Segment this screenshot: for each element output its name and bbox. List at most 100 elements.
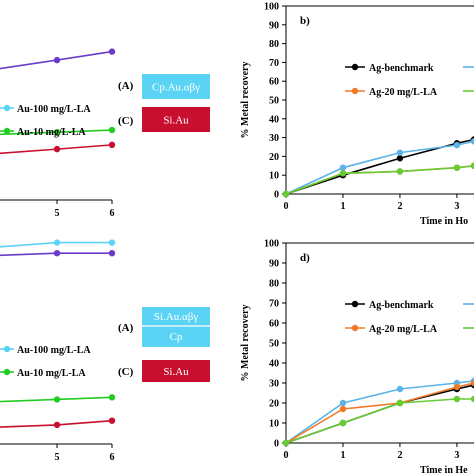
legend-marker xyxy=(3,127,11,135)
legend-marker xyxy=(3,368,11,376)
y-axis-label: % Metal recovery xyxy=(240,305,251,382)
x-tick-label: 0 xyxy=(284,201,289,212)
y-tick-label: 60 xyxy=(269,77,279,88)
y-tick-label: 30 xyxy=(269,379,279,390)
data-point xyxy=(53,396,61,403)
data-point xyxy=(53,56,61,64)
data-point xyxy=(282,439,290,447)
series-line-3 xyxy=(285,165,474,195)
x-tick-label: 0 xyxy=(284,450,289,461)
legend-box xyxy=(142,107,210,132)
y-tick-label: 70 xyxy=(269,299,279,310)
y-tick-label: 100 xyxy=(264,239,279,250)
y-tick-label: 80 xyxy=(269,39,279,50)
data-point xyxy=(453,141,461,149)
x-tick-label: 6 xyxy=(110,452,115,463)
data-point xyxy=(339,405,347,413)
legend-label: Ag-benchmark xyxy=(369,63,434,74)
y-tick-label: 80 xyxy=(269,279,279,290)
data-point xyxy=(339,419,347,427)
legend-box xyxy=(142,74,210,99)
x-tick-label: 1 xyxy=(340,450,345,461)
legend-marker xyxy=(351,300,359,308)
panel-a: 5 6 Au-100 mg/L-LA Au-10 mg/L-LA (A) Cp.Au.αβ… xyxy=(0,48,210,219)
panel-label: d) xyxy=(300,252,310,264)
x-axis-label: Time in Ho xyxy=(420,216,468,227)
y-tick-label: 10 xyxy=(269,419,279,430)
box-tag: (C) xyxy=(118,366,134,378)
x-tick-label: 5 xyxy=(55,208,60,219)
data-point xyxy=(108,239,116,246)
panel-d: 0 10 20 30 40 50 60 70 80 90 100 0 1 2 3 % Metal recove… xyxy=(240,239,474,474)
y-tick-label: 40 xyxy=(269,359,279,370)
box-tag: (A) xyxy=(118,322,134,334)
box-label: Cp xyxy=(170,331,183,343)
y-tick-label: 90 xyxy=(269,259,279,270)
data-point xyxy=(453,383,461,391)
legend-box xyxy=(142,360,210,382)
legend-marker xyxy=(3,104,11,112)
data-point xyxy=(108,48,116,55)
x-axis-label: Time in He xyxy=(420,465,468,474)
legend-marker xyxy=(351,324,359,332)
y-tick-label: 30 xyxy=(269,133,279,144)
data-point xyxy=(470,138,474,145)
panel-b: 0 10 20 30 40 50 60 70 80 90 100 0 1 2 3 % Metal recove… xyxy=(240,2,474,227)
y-tick-label: 0 xyxy=(274,439,279,450)
box-tag: (C) xyxy=(118,115,134,127)
y-tick-label: 20 xyxy=(269,152,279,163)
y-tick-label: 10 xyxy=(269,171,279,182)
data-point xyxy=(108,250,116,257)
data-point xyxy=(53,128,61,136)
x-tick-label: 2 xyxy=(397,450,402,461)
y-tick-label: 50 xyxy=(269,339,279,350)
legend-label: Au-100 mg/L-LA xyxy=(17,104,91,115)
legend-marker xyxy=(3,345,11,353)
legend-label: Au-10 mg/L-LA xyxy=(17,368,86,379)
data-point xyxy=(282,190,290,198)
x-tick-label: 5 xyxy=(55,452,60,463)
data-point xyxy=(53,239,61,246)
x-tick-label: 1 xyxy=(340,201,345,212)
data-point xyxy=(453,395,461,403)
data-point xyxy=(396,149,404,156)
data-point xyxy=(108,394,116,401)
x-tick-label: 6 xyxy=(110,208,115,219)
data-point xyxy=(396,399,404,407)
data-point xyxy=(108,141,116,149)
legend-marker xyxy=(351,87,359,95)
data-point xyxy=(453,164,461,171)
data-point xyxy=(53,145,61,153)
legend-label: Au-10 mg/L-LA xyxy=(17,127,86,138)
legend-box xyxy=(142,307,210,347)
series-line-0 xyxy=(285,138,474,195)
data-point xyxy=(108,126,116,134)
x-tick-label: 3 xyxy=(454,450,459,461)
panel-c: 5 6 Au-100 mg/L-LA Au-10 mg/L-LA (A) Si.Au.αβ… xyxy=(0,239,210,463)
data-point xyxy=(339,399,347,407)
y-tick-label: 100 xyxy=(264,2,279,13)
legend-label: Au-100 mg/L-LA xyxy=(17,345,91,356)
data-point xyxy=(470,162,474,169)
box-label: Si.Au.αβγ xyxy=(154,311,198,323)
box-label: Cp.Au.αβγ xyxy=(152,82,200,94)
data-point xyxy=(339,164,347,171)
y-tick-label: 20 xyxy=(269,399,279,410)
series-line-2 xyxy=(285,165,474,195)
data-point xyxy=(108,417,116,424)
x-tick-label: 3 xyxy=(454,201,459,212)
y-tick-label: 70 xyxy=(269,58,279,69)
data-point xyxy=(396,155,404,162)
y-tick-label: 90 xyxy=(269,20,279,31)
y-axis-label: % Metal recovery xyxy=(240,62,251,139)
legend-label: Ag-20 mg/L-LA xyxy=(369,87,438,98)
y-tick-label: 60 xyxy=(269,319,279,330)
data-point xyxy=(53,250,61,257)
box-tag: (A) xyxy=(118,80,134,92)
data-point xyxy=(339,170,347,177)
y-tick-label: 40 xyxy=(269,114,279,125)
box-label: Si.Au xyxy=(163,366,189,378)
data-point xyxy=(396,385,404,393)
y-tick-label: 0 xyxy=(274,190,279,201)
data-point xyxy=(396,168,404,175)
